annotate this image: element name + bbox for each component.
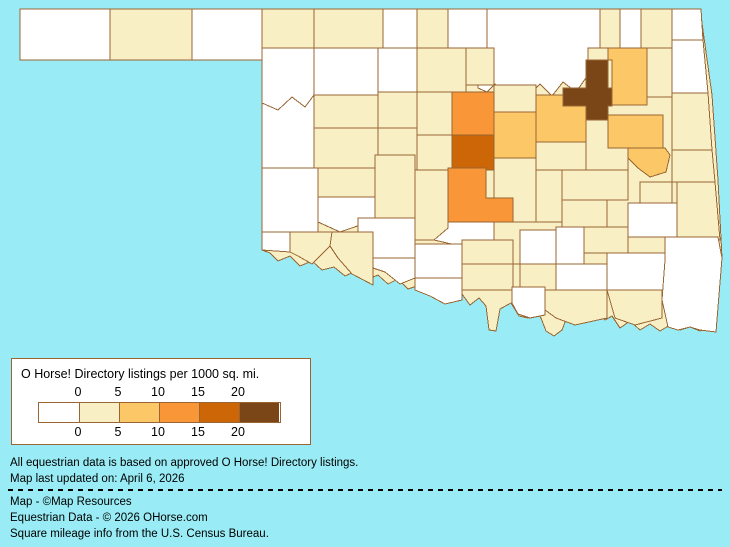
county-ottawa (671, 8, 704, 41)
county-pittsburg (583, 226, 629, 254)
county-kingfisher (416, 91, 453, 136)
oklahoma-county-map (19, 8, 723, 337)
county-coal (555, 226, 585, 265)
county-major (377, 47, 418, 93)
county-alfalfa (382, 8, 418, 49)
county-logan (451, 91, 495, 136)
county-cimarron (19, 8, 111, 61)
county-nowata (619, 8, 642, 49)
county-oklahoma (451, 134, 495, 171)
county-blaine (377, 91, 418, 129)
county-leflore (676, 181, 721, 241)
mileage-credit: Square mileage info from the U.S. Census… (10, 528, 269, 540)
legend-color-cell (239, 403, 279, 422)
legend-color-cell (119, 403, 159, 422)
county-latimer (627, 202, 678, 238)
legend-ticks-top: 0 5 10 15 20 (12, 385, 310, 400)
legend-color-cell (39, 403, 79, 422)
county-washington (599, 8, 621, 49)
county-garfield (416, 47, 467, 93)
county-jefferson (414, 277, 463, 305)
legend-color-cell (159, 403, 199, 422)
county-haskell (639, 181, 673, 206)
county-cotton (372, 257, 416, 285)
updated-note: Map last updated on: April 6, 2026 (10, 473, 185, 485)
county-atoka (606, 252, 666, 291)
county-canadian (416, 134, 453, 171)
county-custer (313, 127, 379, 169)
county-rogers (607, 47, 648, 106)
county-hughes (561, 199, 608, 228)
legend-color-cell (199, 403, 239, 422)
county-washita (317, 167, 376, 198)
county-kay (447, 8, 491, 49)
dashed-separator (8, 489, 722, 491)
county-choctaw (606, 289, 663, 326)
county-caddo (374, 154, 416, 223)
county-muskogee (627, 147, 671, 178)
county-wagoner (607, 114, 664, 149)
county-harper (261, 8, 315, 49)
legend-tick: 20 (231, 425, 245, 439)
county-sequoyah (671, 149, 716, 183)
county-grady (414, 169, 449, 241)
map-credit: Map - ©Map Resources (10, 496, 132, 508)
county-lincoln (493, 111, 537, 159)
legend-ticks-bottom: 0 5 10 15 20 (12, 425, 310, 440)
county-carter (461, 263, 514, 291)
county-grant (416, 8, 449, 49)
county-pontotoc (519, 229, 557, 265)
legend-tick: 5 (114, 425, 122, 439)
data-note: All equestrian data is based on approved… (10, 457, 359, 469)
legend-tick: 0 (74, 385, 82, 399)
county-okfuskee (535, 141, 587, 171)
county-payne (493, 84, 537, 113)
legend-tick: 10 (151, 425, 165, 439)
county-delaware (671, 39, 709, 94)
legend-tick: 5 (114, 385, 122, 399)
county-jackson (289, 231, 333, 265)
county-texas (109, 8, 193, 61)
county-woods (313, 8, 384, 49)
legend-color-bar (38, 402, 281, 423)
county-craig (640, 8, 673, 49)
county-garvin (461, 239, 514, 265)
county-marshall (511, 286, 546, 319)
legend-tick: 20 (231, 385, 245, 399)
data-credit: Equestrian Data - © 2026 OHorse.com (10, 512, 208, 524)
county-roger-mills (261, 93, 315, 169)
county-adair (671, 92, 713, 151)
county-woodward (313, 47, 379, 96)
county-beckham-greer (261, 167, 319, 233)
county-mcintosh (561, 169, 629, 201)
legend-tick: 15 (191, 385, 205, 399)
legend: O Horse! Directory listings per 1000 sq.… (11, 358, 311, 445)
county-johnston (555, 263, 608, 291)
county-dewey (313, 94, 379, 129)
county-noble (465, 47, 495, 86)
legend-tick: 15 (191, 425, 205, 439)
legend-tick: 0 (74, 425, 82, 439)
legend-color-cell (79, 403, 119, 422)
county-harmon (261, 231, 291, 253)
legend-tick: 10 (151, 385, 165, 399)
county-mccurtain (661, 236, 723, 333)
county-beaver (191, 8, 263, 61)
county-osage (477, 8, 601, 97)
legend-title: O Horse! Directory listings per 1000 sq.… (21, 367, 260, 381)
